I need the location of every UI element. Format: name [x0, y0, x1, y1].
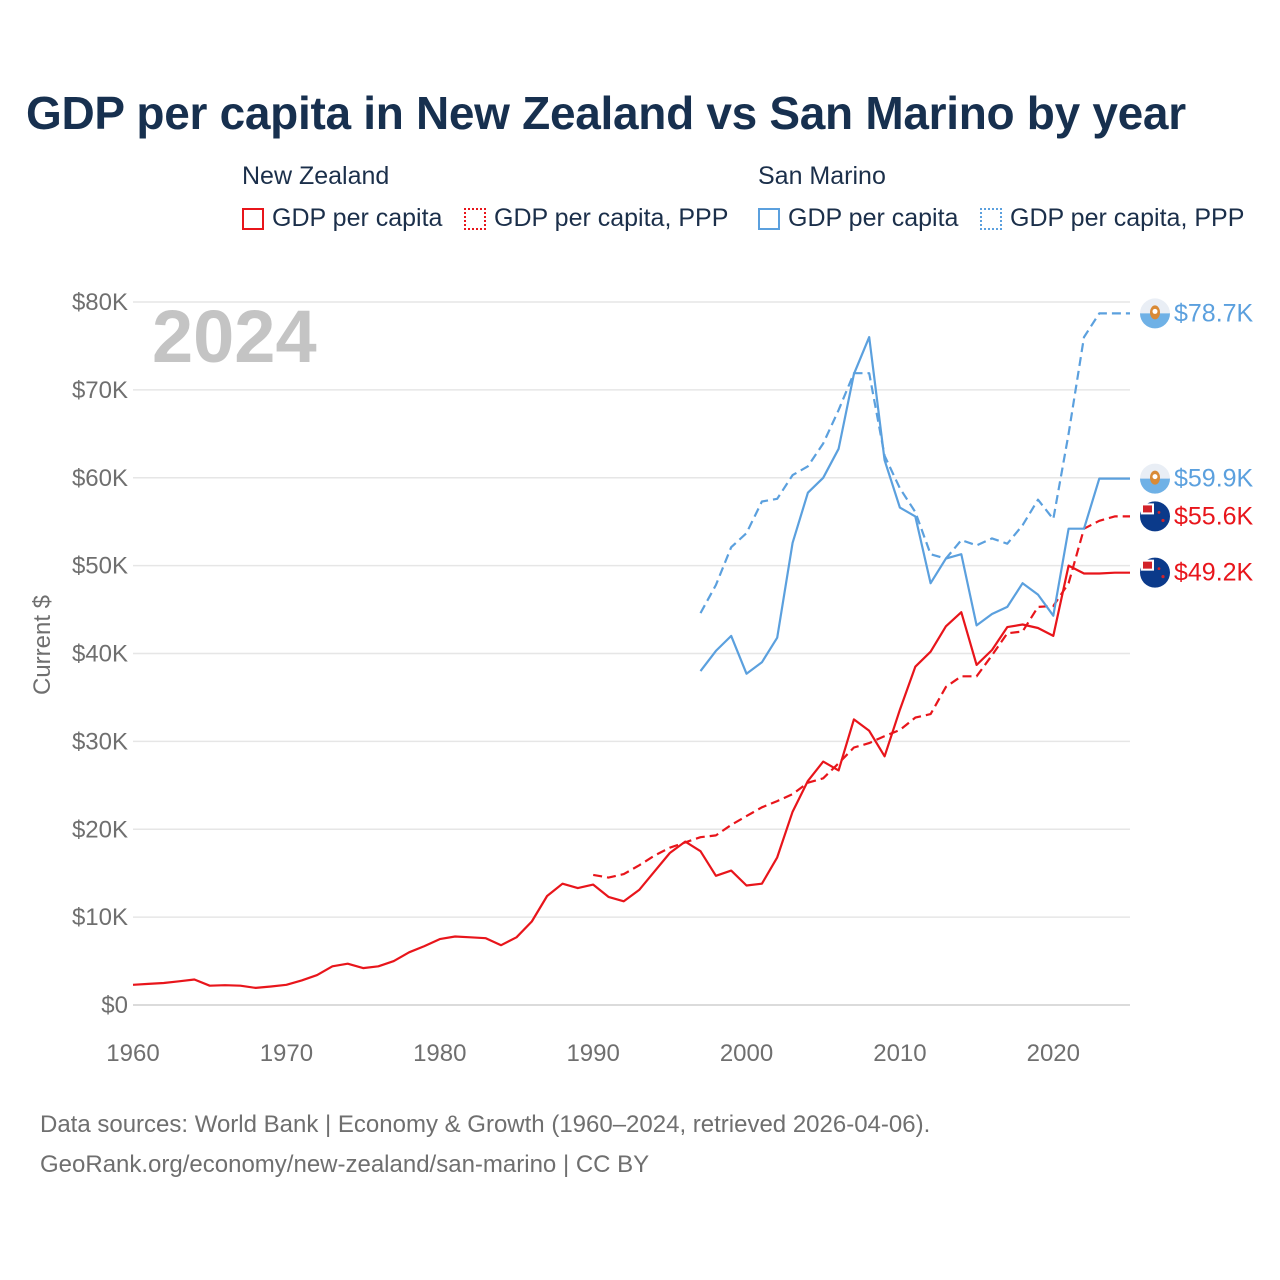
footer: Data sources: World Bank | Economy & Gro…	[40, 1105, 930, 1185]
legend-swatch-sm-dotted	[980, 207, 1002, 230]
legend-group-san-marino: San Marino	[758, 162, 886, 190]
legend-item-nz-ppp[interactable]: GDP per capita, PPP	[464, 204, 728, 233]
end-value-label: $59.9K	[1174, 465, 1254, 493]
series-line-2[interactable]	[699, 336, 1131, 675]
x-tick-label: 1960	[106, 1040, 159, 1067]
series-line-3[interactable]	[699, 312, 1131, 614]
chart-title: GDP per capita in New Zealand vs San Mar…	[26, 87, 1186, 139]
y-tick-label: $60K	[72, 465, 128, 492]
legend-swatch-nz-dotted	[464, 207, 486, 230]
legend-label: GDP per capita	[272, 204, 443, 232]
x-tick-label: 2020	[1027, 1040, 1080, 1067]
legend-swatch-sm-solid	[758, 207, 780, 230]
end-value-label: $55.6K	[1174, 502, 1254, 530]
end-value-label: $78.7K	[1174, 299, 1254, 327]
x-tick-label: 1970	[260, 1040, 313, 1067]
grid-lines	[133, 301, 1130, 1006]
x-axis-ticks: 1960 1970 1980 1990 2000 2010 2020	[106, 1040, 1080, 1067]
legend-item-nz-gdp[interactable]: GDP per capita	[242, 204, 442, 233]
legend-item-sm-gdp[interactable]: GDP per capita	[758, 204, 958, 233]
y-tick-label: $50K	[72, 553, 128, 580]
new-zealand-flag-icon	[1140, 557, 1170, 588]
legend-swatch-nz-solid	[242, 207, 264, 230]
y-tick-label: $70K	[72, 377, 128, 404]
y-tick-label: $10K	[72, 904, 128, 931]
source-link[interactable]: GeoRank.org/economy/new-zealand/san-mari…	[40, 1151, 650, 1178]
y-axis-label: Current $	[29, 595, 56, 695]
san-marino-flag-icon	[1140, 298, 1170, 329]
new-zealand-flag-icon	[1140, 501, 1170, 532]
y-tick-label: $40K	[72, 641, 128, 668]
legend-label: GDP per capita, PPP	[1010, 204, 1245, 232]
end-labels: $49.2K $55.6K $59.9K $78.7K	[1140, 298, 1254, 588]
series-line-1[interactable]	[593, 515, 1130, 879]
x-tick-label: 1990	[566, 1040, 619, 1067]
y-tick-label: $30K	[72, 728, 128, 755]
y-tick-label: $80K	[72, 289, 128, 316]
x-tick-label: 2000	[720, 1040, 773, 1067]
legend-item-sm-ppp[interactable]: GDP per capita, PPP	[980, 204, 1244, 233]
x-tick-label: 1980	[413, 1040, 466, 1067]
legend-label: GDP per capita	[788, 204, 959, 232]
legend-label: GDP per capita, PPP	[494, 204, 729, 232]
san-marino-flag-icon	[1140, 463, 1170, 494]
y-tick-label: $20K	[72, 816, 128, 843]
x-tick-label: 2010	[873, 1040, 926, 1067]
series-lines	[132, 312, 1131, 990]
y-tick-label: $0	[101, 992, 128, 1019]
legend-group-new-zealand: New Zealand	[242, 162, 390, 190]
end-value-label: $49.2K	[1174, 559, 1254, 587]
data-source-text: Data sources: World Bank | Economy & Gro…	[40, 1111, 931, 1138]
y-axis-ticks: $0 $10K $20K $30K $40K $50K $60K $70K $80K	[72, 289, 128, 1019]
series-line-0[interactable]	[132, 564, 1130, 990]
year-watermark: 2024	[152, 295, 317, 378]
